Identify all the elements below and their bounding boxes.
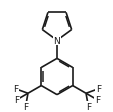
Text: F: F <box>95 85 100 94</box>
Text: F: F <box>14 95 19 104</box>
Text: F: F <box>13 85 18 94</box>
Text: F: F <box>85 102 90 111</box>
Text: F: F <box>23 102 28 111</box>
Text: F: F <box>94 95 99 104</box>
Text: N: N <box>53 36 60 45</box>
